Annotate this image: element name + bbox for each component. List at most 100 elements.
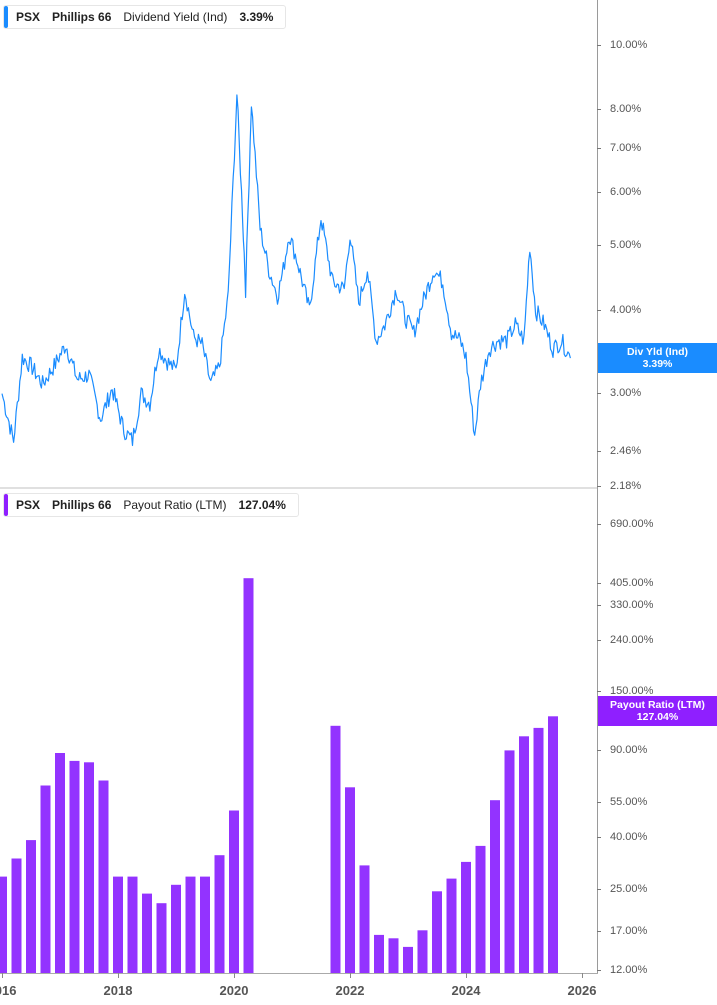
payout-tick-label: 330.00%	[610, 599, 654, 611]
yield-tick-mark	[597, 451, 601, 452]
payout-bar[interactable]	[214, 855, 225, 973]
payout-bar[interactable]	[359, 865, 370, 973]
current-yield-flag: Div Yld (Ind) 3.39%	[598, 343, 717, 373]
payout-bar[interactable]	[475, 845, 486, 973]
payout-tick-mark	[597, 889, 601, 890]
legend-ticker: PSX	[16, 498, 41, 512]
payout-tick-mark	[597, 837, 601, 838]
payout-bar[interactable]	[98, 780, 109, 974]
yield-tick-label: 10.00%	[610, 39, 648, 51]
x-tick-label: 2020	[219, 983, 249, 998]
legend-ticker: PSX	[16, 10, 41, 24]
yield-tick-label: 3.00%	[610, 387, 642, 399]
yield-tick-label: 2.18%	[610, 480, 642, 492]
payout-bar[interactable]	[504, 750, 515, 973]
yield-tick-mark	[597, 310, 601, 311]
panel-divider	[0, 487, 597, 489]
x-tick-mark	[466, 973, 467, 978]
payout-bar[interactable]	[330, 725, 341, 973]
payout-bar[interactable]	[156, 903, 167, 973]
payout-bar[interactable]	[142, 893, 152, 973]
yield-tick-label: 5.00%	[610, 239, 642, 251]
payout-tick-mark	[597, 931, 601, 932]
top-y-axis	[597, 0, 598, 488]
bottom-y-axis	[597, 488, 598, 974]
payout-bar[interactable]	[432, 891, 442, 973]
payout-tick-mark	[597, 970, 601, 971]
x-tick-mark	[118, 973, 119, 978]
payout-tick-label: 240.00%	[610, 634, 654, 646]
payout-bar[interactable]	[490, 800, 500, 973]
payout-bar[interactable]	[84, 762, 94, 973]
payout-bar[interactable]	[171, 884, 181, 973]
legend-metric: Dividend Yield (Ind)	[123, 10, 228, 24]
payout-tick-label: 17.00%	[610, 925, 648, 937]
payout-bar[interactable]	[229, 810, 239, 974]
payout-tick-mark	[597, 583, 601, 584]
payout-ratio-bars	[0, 578, 558, 973]
payout-bar[interactable]	[200, 876, 210, 973]
x-tick-mark	[2, 973, 3, 978]
yield-tick-mark	[597, 45, 601, 46]
legend-metric: Payout Ratio (LTM)	[123, 498, 227, 512]
payout-bar[interactable]	[26, 840, 36, 973]
flag-value: 3.39%	[642, 358, 673, 370]
x-tick-label: 2024	[451, 983, 481, 998]
payout-bar[interactable]	[519, 736, 529, 973]
payout-tick-mark	[597, 524, 601, 525]
payout-bar[interactable]	[388, 938, 399, 973]
payout-bar[interactable]	[403, 946, 413, 973]
x-tick-label: 2026	[567, 983, 597, 998]
yield-tick-mark	[597, 192, 601, 193]
x-tick-mark	[350, 973, 351, 978]
x-tick-label: 2016	[0, 983, 17, 998]
payout-bar[interactable]	[55, 753, 65, 973]
payout-bar[interactable]	[243, 578, 254, 973]
yield-tick-label: 2.46%	[610, 445, 642, 457]
payout-bar[interactable]	[113, 876, 123, 973]
payout-bar[interactable]	[11, 858, 22, 974]
payout-bar[interactable]	[185, 876, 196, 973]
payout-bar[interactable]	[446, 878, 457, 973]
legend-color-swatch	[4, 6, 8, 28]
top-legend[interactable]: PSX Phillips 66 Dividend Yield (Ind) 3.3…	[3, 5, 287, 29]
payout-bar[interactable]	[0, 876, 7, 973]
flag-label: Payout Ratio (LTM)	[610, 699, 705, 711]
yield-tick-mark	[597, 109, 601, 110]
payout-bar[interactable]	[417, 930, 428, 973]
yield-tick-mark	[597, 486, 601, 487]
payout-bar[interactable]	[127, 876, 138, 973]
x-tick-mark	[234, 973, 235, 978]
payout-bar[interactable]	[374, 934, 384, 973]
payout-bar[interactable]	[461, 861, 471, 973]
legend-value: 3.39%	[239, 10, 274, 24]
payout-bar[interactable]	[69, 760, 80, 973]
payout-bar[interactable]	[533, 727, 544, 973]
x-axis	[0, 973, 598, 974]
yield-tick-label: 7.00%	[610, 142, 642, 154]
payout-bar[interactable]	[345, 787, 355, 973]
payout-tick-label: 25.00%	[610, 883, 648, 895]
payout-tick-label: 40.00%	[610, 831, 648, 843]
payout-tick-label: 690.00%	[610, 518, 654, 530]
payout-tick-label: 405.00%	[610, 577, 654, 589]
payout-tick-label: 12.00%	[610, 964, 648, 976]
yield-tick-mark	[597, 393, 601, 394]
legend-company: Phillips 66	[52, 498, 112, 512]
current-payout-flag: Payout Ratio (LTM) 127.04%	[598, 696, 717, 726]
payout-tick-mark	[597, 691, 601, 692]
legend-company: Phillips 66	[52, 10, 112, 24]
flag-label: Div Yld (Ind)	[626, 346, 689, 358]
payout-tick-mark	[597, 640, 601, 641]
payout-bar[interactable]	[40, 785, 51, 974]
yield-tick-mark	[597, 148, 601, 149]
bottom-legend[interactable]: PSX Phillips 66 Payout Ratio (LTM) 127.0…	[3, 493, 299, 517]
flag-value: 127.04%	[636, 711, 679, 723]
yield-tick-label: 6.00%	[610, 186, 642, 198]
yield-tick-mark	[597, 245, 601, 246]
payout-bar[interactable]	[548, 716, 558, 973]
yield-tick-label: 4.00%	[610, 304, 642, 316]
legend-color-swatch	[4, 494, 8, 516]
payout-tick-mark	[597, 802, 601, 803]
